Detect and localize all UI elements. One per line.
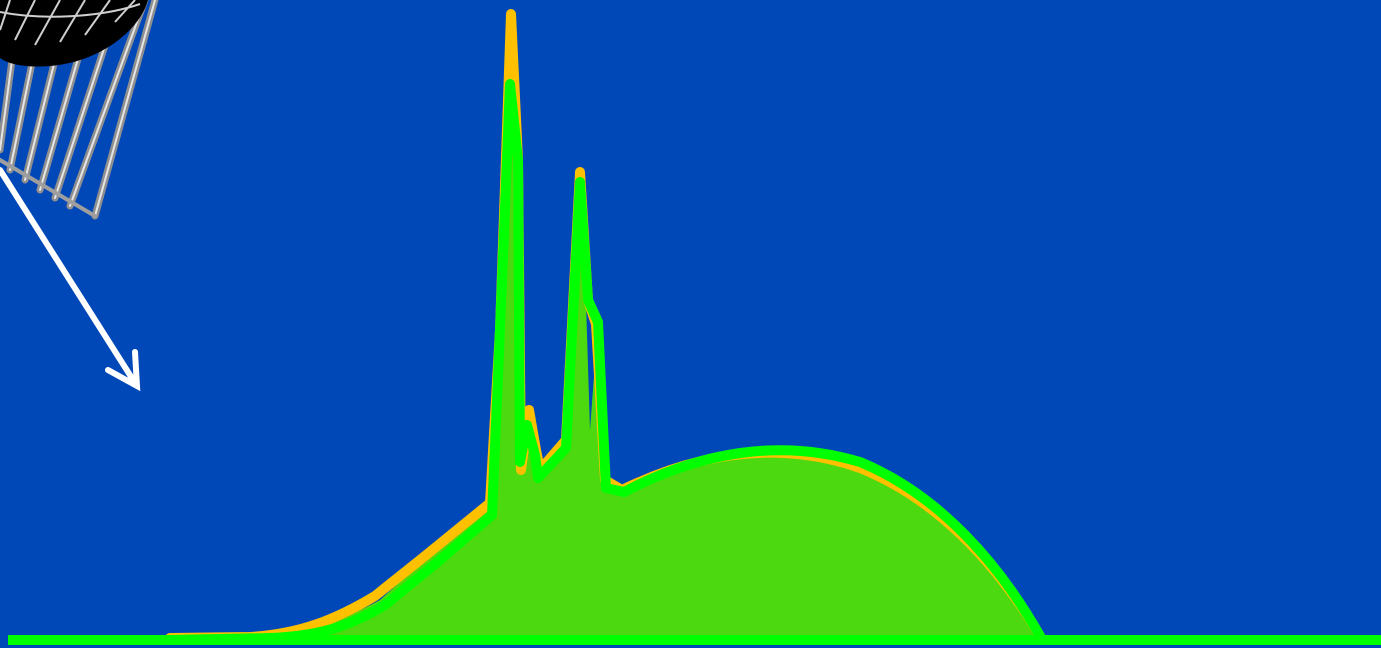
spectrum-inner-curve <box>165 79 1045 645</box>
grow-lamp-icon <box>0 0 159 220</box>
down-right-arrow-icon <box>0 167 141 392</box>
lamp-reflector-pattern <box>0 0 141 46</box>
spectrum-area <box>170 20 1040 638</box>
baseline <box>8 635 1381 645</box>
lamp-rays <box>0 0 159 220</box>
